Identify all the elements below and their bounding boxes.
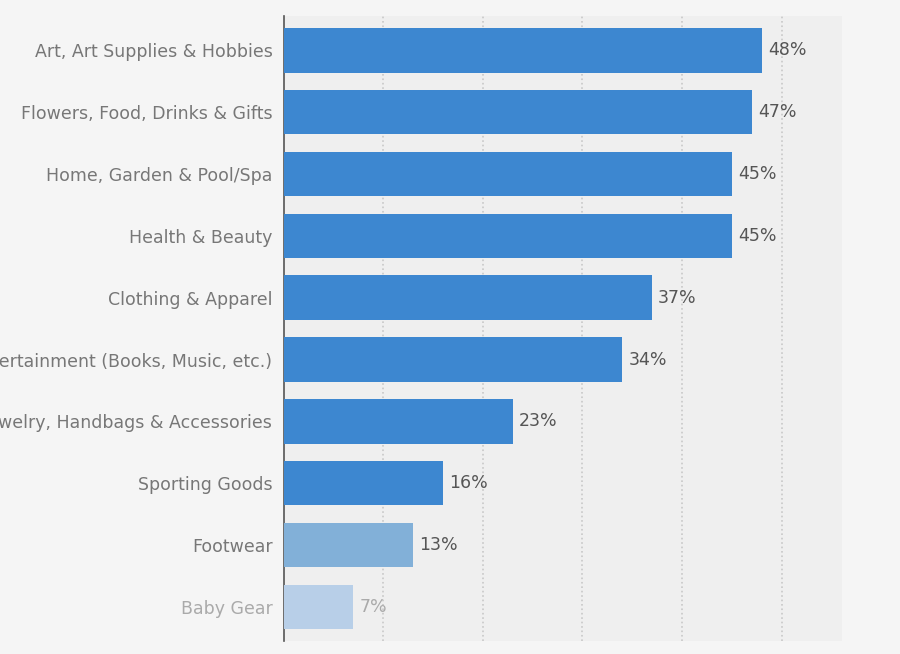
Bar (284, 275, 652, 320)
Text: 45%: 45% (738, 227, 777, 245)
Text: 7%: 7% (359, 598, 387, 616)
Bar (284, 523, 413, 567)
Text: 34%: 34% (628, 351, 667, 369)
Bar (284, 28, 761, 73)
Text: 48%: 48% (768, 41, 806, 60)
Text: 23%: 23% (518, 413, 557, 430)
Text: 47%: 47% (758, 103, 796, 121)
Text: 13%: 13% (419, 536, 457, 554)
Bar (284, 152, 732, 196)
Text: 37%: 37% (658, 288, 697, 307)
Text: 16%: 16% (449, 474, 488, 492)
Bar (284, 214, 732, 258)
Bar (284, 585, 353, 629)
Bar (284, 90, 752, 135)
Bar (284, 337, 622, 382)
Bar (284, 399, 513, 443)
Text: 45%: 45% (738, 165, 777, 183)
Bar (284, 461, 443, 506)
